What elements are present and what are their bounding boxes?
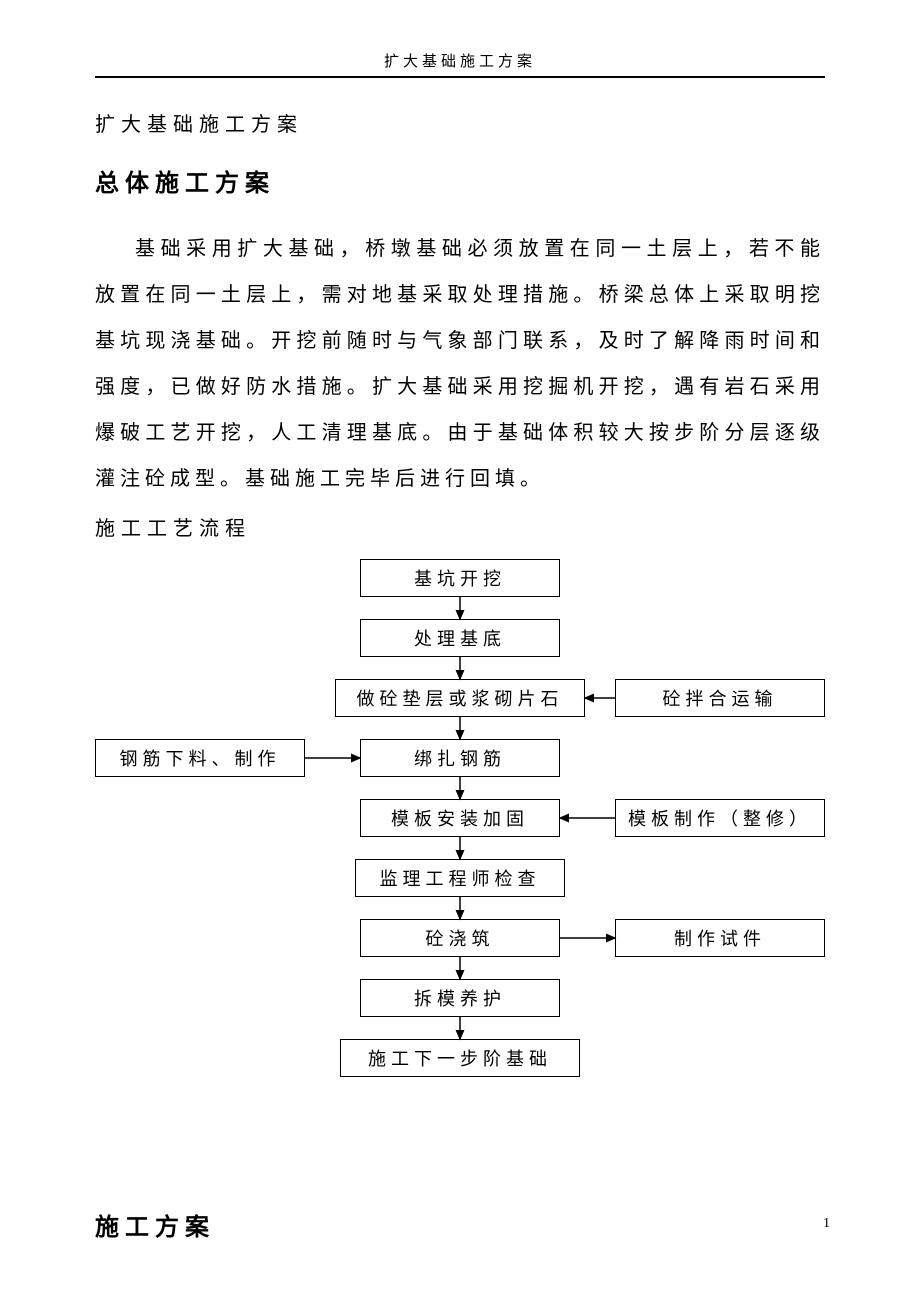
footer-section: 施工方案 xyxy=(95,1207,825,1242)
body-paragraph: 基础采用扩大基础，桥墩基础必须放置在同一土层上，若不能放置在同一土层上，需对地基… xyxy=(95,226,825,502)
doc-subtitle: 扩大基础施工方案 xyxy=(95,108,825,137)
section-heading-overall: 总体施工方案 xyxy=(95,163,825,198)
flow-subtitle: 施工工艺流程 xyxy=(95,512,825,541)
process-flowchart: 基坑开挖处理基底做砼垫层或浆砌片石砼拌合运输绑扎钢筋钢筋下料、制作模板安装加固模… xyxy=(95,559,825,1119)
page: 扩大基础施工方案 扩大基础施工方案 总体施工方案 基础采用扩大基础，桥墩基础必须… xyxy=(0,0,920,1302)
running-header: 扩大基础施工方案 xyxy=(95,50,825,71)
header-rule xyxy=(95,76,825,78)
section-heading-plan: 施工方案 xyxy=(95,1207,825,1242)
flow-arrows xyxy=(95,559,825,1119)
page-number: 1 xyxy=(823,1216,830,1232)
